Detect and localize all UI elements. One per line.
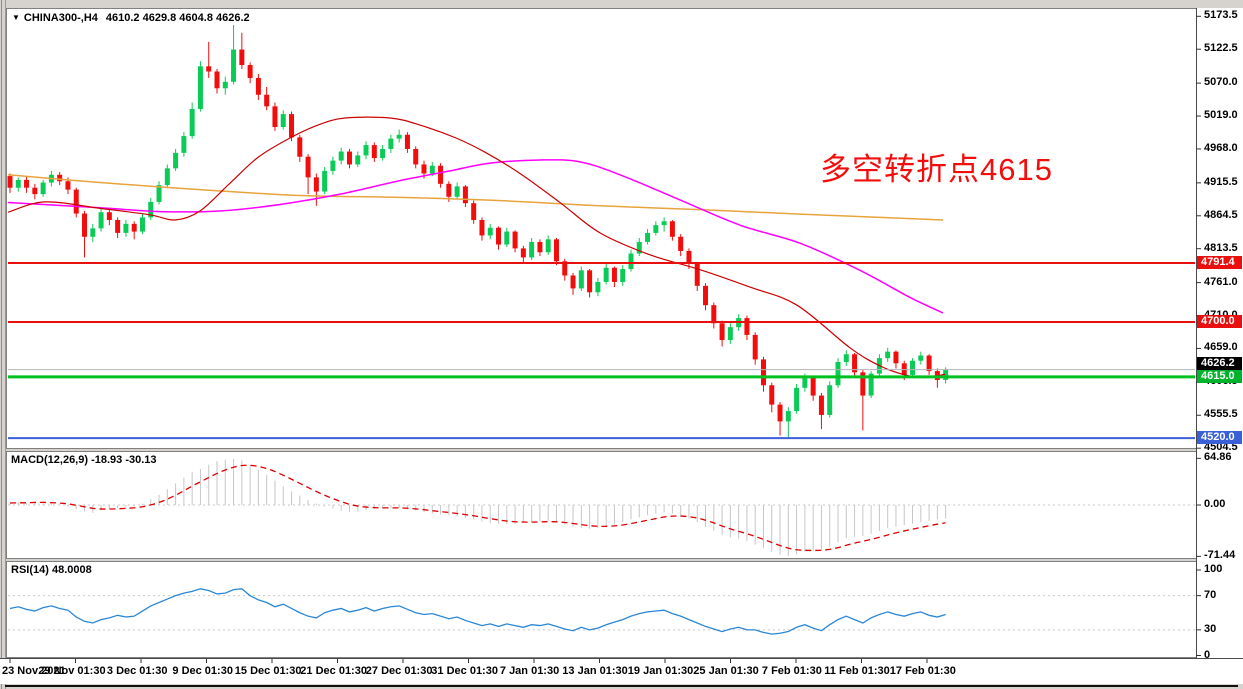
rsi-tick-label: 70: [1204, 588, 1217, 601]
price-tick-label: 4813.5: [1204, 241, 1238, 254]
price-flag-4626.2: 4626.2: [1197, 357, 1242, 370]
price-tick-label: 5019.0: [1204, 109, 1238, 122]
price-tick-label: 4504.5: [1204, 441, 1238, 454]
price-tick-label: 4864.5: [1204, 208, 1238, 221]
date-tick-label: 19 Jan 01:30: [627, 665, 694, 677]
date-tick-label: 3 Dec 01:30: [106, 665, 168, 677]
macd-tick-label: 0.00: [1204, 498, 1226, 510]
rsi-tick-label: 0: [1204, 648, 1211, 661]
macd-tick-label: -71.44: [1204, 549, 1236, 562]
price-flag-4520.0: 4520.0: [1197, 431, 1242, 444]
date-tick-label: 27 Dec 01:30: [365, 665, 433, 677]
date-tick-label: 15 Dec 01:30: [234, 665, 302, 677]
date-tick-label: 25 Jan 01:30: [693, 665, 759, 677]
date-tick-label: 7 Jan 01:30: [499, 665, 560, 677]
price-flag-4791.4: 4791.4: [1197, 256, 1242, 269]
bottom-border: [5, 685, 1238, 687]
collapse-triangle-icon[interactable]: ▼: [12, 13, 20, 22]
macd-tick-label: 64.86: [1204, 451, 1232, 464]
chart-title: ▼ CHINA300-,H4 4610.2 4629.8 4604.8 4626.2: [12, 12, 250, 24]
price-flag-4700.0: 4700.0: [1197, 315, 1242, 328]
window-left-border: [0, 0, 6, 689]
price-tick-label: 4915.5: [1204, 175, 1238, 188]
price-tick-label: 5173.5: [1204, 9, 1238, 22]
macd-pane[interactable]: [6, 451, 1197, 559]
price-annotation-text: 多空转折点4615: [820, 152, 1053, 187]
date-tick-label: 11 Feb 01:30: [824, 665, 890, 677]
rsi-tick-label: 30: [1204, 622, 1217, 635]
price-tick-label: 4761.0: [1204, 275, 1238, 288]
price-tick-label: 5070.0: [1204, 76, 1238, 89]
date-tick-label: 17 Feb 01:30: [889, 665, 956, 677]
price-tick-label: 4555.5: [1204, 408, 1238, 421]
time-axis[interactable]: 23 Nov 2021 29 Nov 01:30 3 Dec 01:30 9 Dec …: [0, 658, 1243, 684]
price-chart-pane[interactable]: [6, 8, 1197, 449]
price-flag-4615.0: 4615.0: [1197, 370, 1242, 383]
rsi-indicator-label: RSI(14) 48.0008: [11, 564, 92, 576]
symbol-timeframe: CHINA300-,H4: [23, 12, 98, 24]
ohlc-readout: 4610.2 4629.8 4604.8 4626.2: [105, 12, 250, 24]
date-tick-label: 31 Dec 01:30: [431, 665, 498, 677]
price-axis[interactable]: 5173.5 5122.5 5070.0 5019.0 4968.0 4915.5 4864…: [1196, 8, 1243, 661]
date-tick-label: 29 Nov 01:30: [38, 665, 106, 677]
price-tick-label: 5122.5: [1204, 42, 1238, 55]
price-tick-label: 4659.0: [1204, 341, 1238, 354]
date-tick-label: 13 Jan 01:30: [562, 665, 628, 677]
macd-indicator-label: MACD(12,26,9) -18.93 -30.13: [11, 454, 157, 466]
rsi-tick-label: 100: [1204, 563, 1223, 575]
date-tick-label: 7 Feb 01:30: [761, 665, 822, 677]
date-tick-label: 23 Nov 2021: [2, 665, 66, 677]
price-tick-label: 4968.0: [1204, 141, 1238, 154]
date-tick-label: 9 Dec 01:30: [172, 665, 233, 677]
rsi-pane[interactable]: [6, 561, 1197, 658]
date-tick-label: 21 Dec 01:30: [300, 665, 367, 677]
